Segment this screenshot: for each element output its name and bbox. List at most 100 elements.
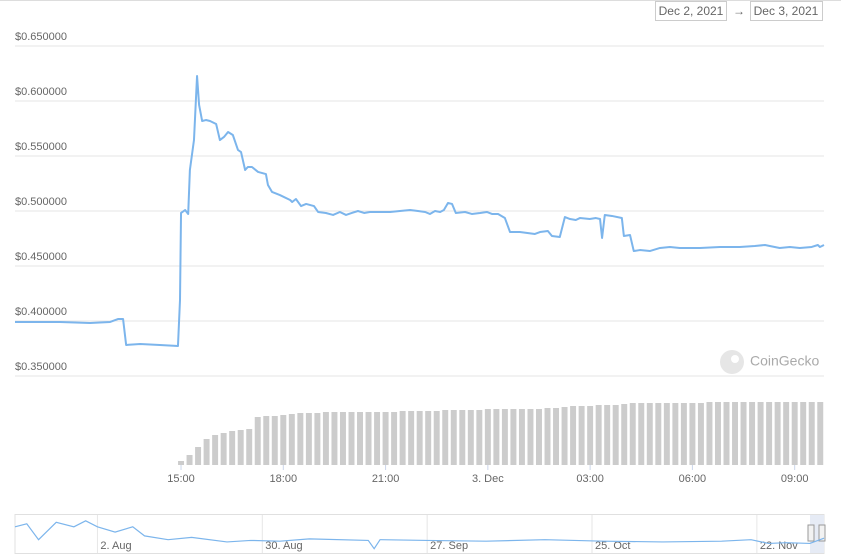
volume-bar	[783, 402, 790, 465]
volume-bar	[314, 413, 321, 465]
volume-bar	[527, 409, 534, 465]
volume-bar	[604, 405, 611, 465]
volume-bar	[646, 403, 653, 465]
volume-bar	[212, 435, 219, 465]
volume-bar	[510, 409, 517, 465]
date-to[interactable]: Dec 3, 2021	[754, 4, 819, 18]
watermark-logo	[720, 350, 744, 374]
date-from-box[interactable]	[655, 1, 727, 21]
price-line	[15, 75, 825, 347]
y-tick-label: $0.400000	[15, 306, 67, 318]
volume-bar	[663, 403, 670, 465]
volume-bar	[689, 403, 696, 465]
volume-bar	[638, 403, 645, 465]
volume-bar	[544, 408, 551, 465]
volume-bar	[280, 415, 287, 465]
volume-bar	[732, 402, 739, 465]
volume-bar	[416, 411, 423, 465]
navigator-tick-label: 30. Aug	[265, 540, 302, 552]
volume-bar	[672, 403, 679, 465]
volume-bar	[365, 412, 372, 465]
x-tick-label: 15:00	[167, 473, 195, 485]
volume-bar	[246, 429, 253, 465]
y-tick-label: $0.600000	[15, 86, 67, 98]
watermark-text: CoinGecko	[750, 353, 819, 369]
volume-bar	[220, 433, 227, 465]
volume-bar	[186, 455, 193, 465]
watermark: CoinGecko	[720, 350, 819, 374]
navigator-tick-label: 27. Sep	[430, 540, 468, 552]
date-to-box[interactable]	[750, 1, 823, 21]
x-tick-label: 03:00	[576, 473, 604, 485]
volume-bar	[433, 411, 440, 465]
navigator-handle[interactable]	[807, 524, 815, 542]
volume-bar	[476, 410, 483, 465]
volume-bar	[629, 403, 636, 465]
volume-bar	[587, 406, 594, 465]
volume-bar	[621, 404, 628, 465]
volume-bar	[331, 412, 338, 465]
volume-bar	[467, 410, 474, 465]
volume-bar	[459, 410, 466, 465]
volume-bar	[536, 409, 542, 465]
date-separator: →	[733, 4, 745, 18]
date-from[interactable]: Dec 2, 2021	[659, 4, 724, 18]
volume-bar	[237, 430, 244, 465]
volume-bar	[680, 403, 687, 465]
navigator-tick-label: 2. Aug	[100, 540, 131, 552]
volume-bar	[425, 411, 432, 465]
y-tick-label: $0.650000	[15, 31, 67, 43]
volume-bar	[450, 410, 457, 465]
volume-bar	[357, 412, 363, 465]
y-tick-label: $0.500000	[15, 196, 67, 208]
volume-bar	[501, 409, 508, 465]
y-tick-label: $0.350000	[15, 361, 67, 373]
volume-bar	[288, 414, 295, 465]
volume-bar	[442, 410, 449, 465]
volume-bar	[570, 406, 577, 465]
watermark-logo-eye	[731, 355, 739, 363]
navigator-tick-label: 25. Oct	[595, 540, 630, 552]
volume-bar	[757, 402, 764, 465]
volume-bar	[399, 411, 406, 465]
volume-bar	[561, 407, 568, 465]
volume-bar	[305, 413, 312, 465]
volume-bar	[484, 409, 491, 465]
volume-bar	[254, 417, 261, 465]
volume-bar	[706, 402, 713, 465]
volume-bar	[578, 406, 585, 465]
volume-bar	[195, 447, 202, 465]
volume-bar	[203, 439, 210, 465]
volume-bar	[655, 403, 662, 465]
volume-bar	[322, 412, 329, 465]
navigator-handle[interactable]	[818, 524, 826, 542]
volume-bar	[348, 412, 355, 465]
volume-bar	[263, 416, 270, 465]
volume-bar	[766, 402, 773, 465]
volume-bar	[808, 402, 815, 465]
volume-bar	[382, 412, 389, 465]
volume-bar	[697, 403, 704, 465]
volume-bar	[493, 409, 500, 465]
navigator-tick-label: 22. Nov	[760, 540, 798, 552]
volume-bar	[553, 408, 560, 465]
y-tick-label: $0.450000	[15, 251, 67, 263]
volume-bar	[749, 402, 756, 465]
volume-bar	[391, 412, 398, 465]
volume-bar	[723, 402, 730, 465]
volume-bar	[271, 416, 278, 465]
volume-bar	[339, 412, 346, 465]
volume-bar	[178, 461, 185, 465]
volume-bar	[740, 402, 747, 465]
x-tick-label: 3. Dec	[472, 473, 504, 485]
volume-bar	[714, 402, 721, 465]
y-tick-label: $0.550000	[15, 141, 67, 153]
volume-bar	[612, 405, 619, 465]
x-tick-label: 09:00	[781, 473, 809, 485]
navigator-line	[14, 520, 825, 550]
volume-bar	[374, 412, 381, 465]
x-tick-label: 21:00	[372, 473, 400, 485]
x-tick-label: 06:00	[679, 473, 707, 485]
